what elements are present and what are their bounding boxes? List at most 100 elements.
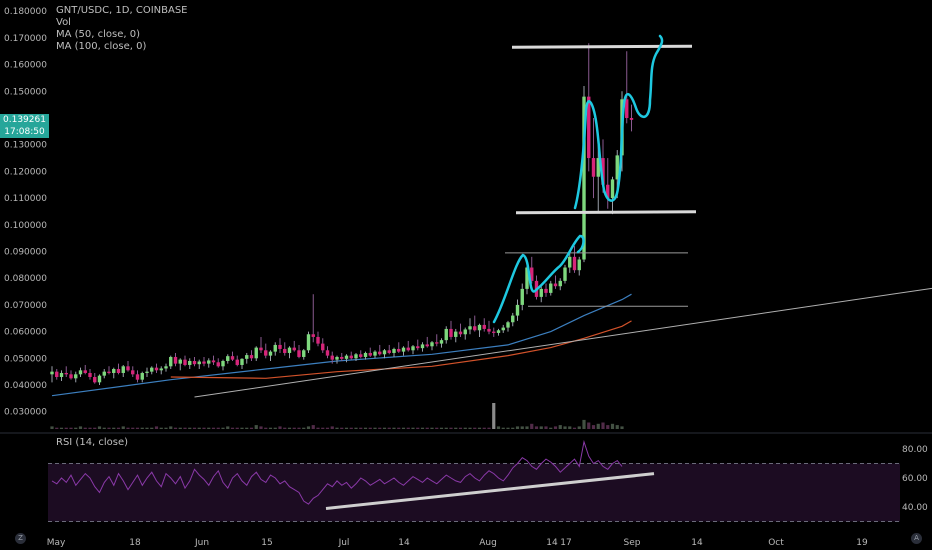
candle-body [582, 96, 586, 260]
price-tick: 0.060000 [4, 328, 47, 338]
volume-bar [411, 427, 415, 429]
ma50-label[interactable]: MA (50, close, 0) [56, 29, 141, 40]
candle-body [544, 288, 548, 293]
volume-bar [97, 426, 102, 429]
volume-bar [102, 427, 106, 429]
rsi-trendline [325, 472, 655, 510]
candle-body [606, 184, 610, 199]
volume-bar [302, 427, 306, 429]
candle-body [226, 356, 230, 361]
volume-bar [439, 427, 444, 429]
candle-body [202, 361, 206, 364]
price-tick: 0.120000 [4, 167, 47, 177]
volume-bar [534, 426, 539, 429]
candle-body [506, 322, 510, 328]
volume-bar [164, 427, 168, 429]
volume-bar [278, 426, 282, 429]
candle-body [577, 259, 581, 271]
volume-bar [444, 427, 448, 429]
candle-body [596, 158, 600, 177]
volume-bar [321, 427, 325, 429]
time-tick: Aug [479, 538, 497, 548]
candle-body [382, 350, 387, 355]
candle-body [268, 351, 273, 356]
volume-bar [525, 426, 529, 429]
volume-bar [363, 427, 368, 429]
candle-body [249, 355, 254, 359]
zoom-button[interactable]: Z [15, 533, 26, 544]
volume-bar [349, 427, 353, 429]
drawings[interactable] [194, 34, 932, 398]
volume-bar [235, 427, 239, 429]
candle-body [159, 368, 163, 371]
candle-body [373, 351, 377, 356]
volume-bar [496, 426, 501, 429]
volume-label[interactable]: Vol [56, 17, 71, 28]
volume-bar [226, 426, 230, 429]
volume-bar [292, 427, 296, 429]
price-tick: 0.090000 [4, 248, 47, 258]
volume-bar [387, 427, 391, 429]
candle-body [520, 288, 524, 305]
volume-bar [88, 427, 92, 429]
candle-body [463, 329, 467, 335]
candle-body [273, 344, 277, 352]
volume-bar [69, 427, 73, 429]
candle-body [563, 267, 567, 281]
volume-bar [382, 427, 387, 429]
candle-body [468, 326, 472, 330]
candles [50, 43, 634, 385]
volume-bar [306, 426, 311, 429]
volume-bar [454, 427, 458, 429]
volume-bar [50, 426, 54, 429]
candle-body [401, 347, 406, 352]
candle-body [126, 366, 130, 371]
candle-body [164, 366, 168, 369]
volume-bar [145, 427, 149, 429]
time-tick: Jun [194, 538, 209, 548]
candle-body [188, 360, 192, 365]
volume-bar [249, 427, 254, 429]
volume-bar [359, 427, 363, 429]
candle-body [477, 324, 482, 331]
volume-bar [211, 427, 216, 429]
candle-body [145, 371, 149, 373]
price-tick: 0.050000 [4, 354, 47, 364]
time-axis[interactable]: May 18 Jun 15 Jul 14 Aug 14 17 Sep 14 Oct 19 [47, 538, 868, 548]
candle-body [183, 359, 187, 365]
volume-bar [520, 426, 524, 429]
candle-body [216, 362, 220, 367]
candle-body [425, 344, 429, 347]
price-axis[interactable]: 0.1800000.1700000.1600000.1500000.140000… [4, 7, 47, 418]
volume-bar [501, 427, 505, 429]
rsi-tick: 60.00 [902, 474, 928, 484]
ma100-label[interactable]: MA (100, close, 0) [56, 41, 147, 52]
candle-body [173, 356, 178, 364]
auto-scale-button[interactable]: A [911, 533, 922, 544]
candle-body [435, 342, 439, 344]
price-tick: 0.030000 [4, 408, 47, 418]
candle-body [420, 344, 425, 349]
candle-body [501, 327, 505, 331]
rsi-label[interactable]: RSI (14, close) [56, 437, 129, 448]
candle-body [330, 355, 334, 360]
candle-body [88, 372, 92, 377]
chart-legend: GNT/USDC, 1D, COINBASE Vol MA (50, close… [56, 5, 187, 53]
volume-bar [468, 427, 472, 429]
volume-bar [316, 427, 320, 429]
volume-bar [55, 427, 59, 429]
price-tick: 0.160000 [4, 61, 47, 71]
candle-body [107, 371, 111, 373]
candle-body [454, 331, 458, 337]
candle-body [625, 99, 629, 118]
candle-body [254, 347, 258, 359]
volume-bar [268, 427, 273, 429]
symbol-title[interactable]: GNT/USDC, 1D, COINBASE [56, 5, 188, 16]
time-tick: 14 [691, 538, 703, 548]
candle-body [359, 354, 363, 357]
volume-bar [425, 427, 429, 429]
volume-bar [197, 427, 201, 429]
candle-body [549, 283, 553, 293]
annotation-path [573, 34, 664, 210]
